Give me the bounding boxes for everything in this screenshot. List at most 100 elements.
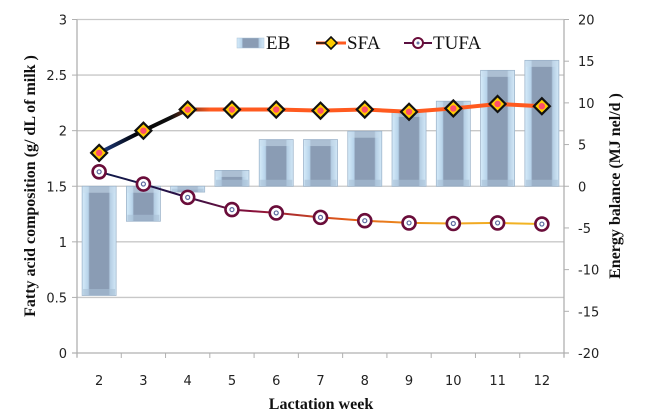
y-axis-left-title: Fatty acid composition (g/ dL of milk ) bbox=[22, 55, 39, 317]
x-tick-label: 9 bbox=[405, 374, 413, 389]
tufa-marker-dot bbox=[494, 220, 501, 226]
legend: EB SFA TUFA bbox=[236, 33, 481, 54]
tufa-point bbox=[445, 215, 462, 232]
eb-bar-bevel-top bbox=[260, 140, 293, 147]
tufa-point bbox=[135, 176, 152, 192]
y-left-tick-label: 0.5 bbox=[46, 291, 67, 306]
tufa-point bbox=[312, 209, 329, 226]
legend-sfa-label: SFA bbox=[347, 33, 381, 54]
y-right-tick-label: 15 bbox=[578, 55, 595, 70]
legend-item-eb: EB bbox=[236, 33, 290, 54]
eb-bar bbox=[81, 185, 117, 296]
legend-item-tufa: TUFA bbox=[404, 33, 481, 54]
eb-bar-bevel-bottom bbox=[215, 179, 248, 186]
tufa-point bbox=[401, 215, 417, 231]
sfa-point bbox=[532, 96, 552, 116]
sfa-marker-center bbox=[95, 149, 103, 157]
x-tick-label: 2 bbox=[95, 374, 103, 389]
eb-bar-bevel-top bbox=[525, 60, 558, 67]
y-right-tick-label: 5 bbox=[578, 139, 586, 154]
eb-bar-bevel-bottom bbox=[348, 179, 381, 186]
tufa-marker-dot bbox=[539, 221, 545, 227]
sfa-point bbox=[488, 94, 508, 114]
eb-bar-body bbox=[524, 59, 560, 187]
sfa-point bbox=[310, 101, 331, 121]
y-axis-right-title: Energy balance (MJ nel/d ) bbox=[607, 93, 624, 279]
legend-eb-label: EB bbox=[266, 33, 290, 54]
y-right-tick-label: 20 bbox=[578, 14, 595, 29]
eb-bar-body bbox=[347, 130, 383, 187]
sfa-marker-center bbox=[450, 105, 457, 112]
tufa-marker-dot bbox=[362, 218, 368, 224]
tufa-point bbox=[224, 201, 240, 218]
tufa-point bbox=[91, 163, 107, 180]
eb-bars bbox=[81, 59, 560, 296]
x-tick-label: 5 bbox=[228, 374, 236, 389]
tufa-marker-dot bbox=[317, 214, 324, 220]
sfa-point bbox=[443, 98, 463, 118]
x-tick-label: 3 bbox=[139, 374, 147, 389]
eb-bar-body bbox=[303, 139, 338, 187]
sfa-marker-center bbox=[184, 106, 191, 113]
sfa-point bbox=[222, 99, 242, 120]
eb-bar-bevel-bottom bbox=[127, 214, 160, 221]
y-left-tick-label: 2.5 bbox=[46, 69, 67, 84]
eb-bar bbox=[347, 130, 383, 187]
tufa-marker-dot bbox=[96, 169, 102, 175]
eb-bar-bevel-top bbox=[83, 186, 116, 193]
x-tick-label: 6 bbox=[272, 374, 280, 389]
sfa-point bbox=[89, 143, 109, 163]
tufa-marker-dot bbox=[273, 210, 279, 216]
series-markers bbox=[89, 94, 552, 232]
legend-tufa-label: TUFA bbox=[433, 33, 481, 54]
legend-tufa-marker-dot bbox=[416, 41, 420, 45]
eb-bar-bevel-top bbox=[348, 131, 381, 138]
sfa-marker-center bbox=[317, 107, 324, 114]
tufa-point bbox=[268, 205, 285, 221]
x-tick-label: 7 bbox=[316, 374, 324, 389]
tufa-point bbox=[534, 216, 550, 232]
sfa-point bbox=[178, 99, 198, 120]
eb-bar-bevel-bottom bbox=[260, 179, 293, 186]
sfa-marker-center bbox=[273, 106, 280, 113]
eb-bar-bevel-bottom bbox=[481, 179, 514, 186]
sfa-marker-center bbox=[361, 106, 368, 113]
x-tick-label: 12 bbox=[534, 374, 551, 389]
y-left-tick-label: 0 bbox=[59, 347, 67, 362]
eb-bar-bevel-bottom bbox=[437, 179, 470, 186]
y-left-tick-label: 1.5 bbox=[46, 180, 67, 195]
x-tick-label: 10 bbox=[445, 374, 462, 389]
axes bbox=[72, 19, 569, 358]
eb-bar-body bbox=[258, 139, 294, 187]
eb-bar-bevel-top bbox=[171, 186, 204, 190]
tufa-marker-dot bbox=[406, 220, 412, 226]
eb-bar bbox=[524, 59, 560, 187]
y-left-tick-label: 2 bbox=[59, 125, 67, 140]
sfa-point bbox=[355, 99, 375, 120]
eb-bar-bevel-top bbox=[304, 140, 337, 147]
sfa-marker-center bbox=[405, 108, 413, 115]
eb-bar bbox=[214, 170, 250, 187]
eb-bar-bevel-bottom bbox=[304, 179, 337, 186]
tick-labels: 0 0.5 1 1.5 2 2.5 3 -20 -15 -10 -5 0 5 10 15 20 2 3 4 5 6 7 8 9… bbox=[46, 14, 599, 390]
x-tick-label: 11 bbox=[489, 374, 506, 389]
y-right-tick-label: 10 bbox=[578, 97, 595, 112]
eb-bar-bevel-bottom bbox=[83, 288, 116, 295]
tufa-point bbox=[489, 215, 506, 231]
legend-sfa-marker bbox=[323, 35, 339, 51]
eb-bar bbox=[391, 109, 427, 187]
tufa-marker-dot bbox=[450, 220, 456, 227]
eb-bar bbox=[303, 139, 338, 187]
eb-bar-body bbox=[391, 109, 427, 187]
eb-bar-bevel-bottom bbox=[525, 179, 558, 186]
tufa-point bbox=[179, 189, 196, 206]
y-left-tick-label: 3 bbox=[59, 14, 67, 29]
tufa-marker-dot bbox=[185, 194, 191, 200]
y-right-tick-label: -10 bbox=[578, 264, 599, 279]
y-right-tick-label: -20 bbox=[578, 347, 599, 362]
eb-bar-body bbox=[480, 69, 515, 187]
y-left-tick-label: 1 bbox=[59, 236, 67, 251]
eb-bar-bevel-bottom bbox=[393, 179, 426, 186]
sfa-marker-center bbox=[494, 100, 501, 108]
